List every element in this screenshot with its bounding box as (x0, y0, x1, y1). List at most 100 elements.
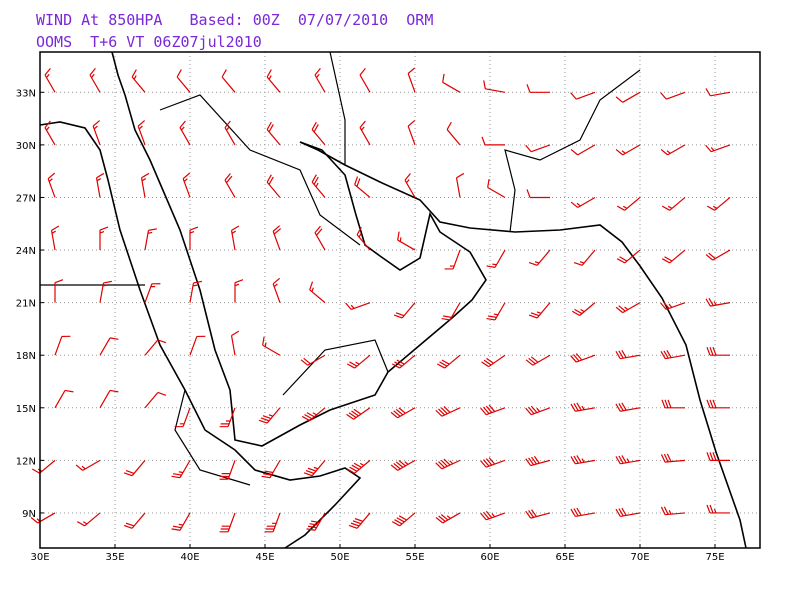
wind-barb (258, 407, 281, 424)
wind-barb (309, 281, 326, 304)
wind-barb (346, 354, 371, 369)
y-tick-label: 33N (16, 88, 36, 99)
wind-barb (487, 178, 506, 198)
x-tick-label: 30E (30, 552, 49, 563)
y-tick-label: 24N (16, 246, 36, 257)
wind-barb (262, 336, 281, 356)
wind-barb (348, 512, 371, 529)
wind-barb (264, 512, 281, 533)
y-tick-label: 12N (16, 456, 36, 467)
border (282, 339, 389, 396)
y-tick-label: 21N (16, 299, 36, 310)
wind-barb (390, 407, 416, 419)
wind-barb (570, 507, 596, 518)
wind-barb (224, 173, 236, 198)
wind-barb (75, 459, 101, 471)
wind-barb (99, 389, 119, 409)
wind-barb (660, 453, 686, 463)
wind-barb (300, 354, 326, 366)
wind-barb (391, 354, 416, 369)
wind-barb (272, 277, 281, 303)
y-tick-label: 15N (16, 404, 36, 415)
borders (40, 51, 641, 486)
wind-barb (660, 301, 686, 311)
wind-barb (435, 458, 461, 470)
wind-barb (137, 120, 146, 146)
coastline (39, 121, 362, 549)
wind-barb (705, 297, 731, 307)
wind-barb (615, 507, 641, 518)
wind-barb (303, 459, 326, 477)
wind-barb (660, 349, 686, 360)
wind-barb (481, 136, 505, 146)
wind-barb (407, 120, 416, 146)
wind-barb (435, 406, 461, 417)
wind-barb (182, 172, 191, 198)
wind-barb (171, 460, 191, 479)
wind-barb (44, 68, 56, 93)
wind-barb (455, 172, 465, 198)
wind-barb (306, 512, 326, 531)
wind-barb (354, 176, 371, 198)
wind-barb (261, 460, 281, 479)
coastline (111, 51, 126, 96)
title-line: OOMS T+6 VT 06Z07jul2010 (36, 33, 262, 51)
wind-barb (525, 509, 551, 519)
wind-barb (266, 69, 281, 93)
wind-barb (570, 91, 596, 100)
wind-barb (615, 302, 641, 314)
wind-barb (230, 330, 240, 356)
wind-barb (525, 405, 551, 416)
coastlines (39, 51, 747, 549)
y-tick-label: 27N (16, 193, 36, 204)
wind-barb (356, 226, 371, 251)
wind-barb (486, 302, 506, 321)
wind-barb (525, 354, 551, 366)
title-line: WIND At 850HPA Based: 00Z 07/07/2010 ORM (36, 11, 433, 29)
wind-barb (391, 512, 416, 527)
wind-barb (525, 455, 551, 467)
grid (39, 52, 760, 548)
wind-barb (234, 279, 244, 303)
wind-barb (272, 225, 282, 251)
wind-barb (706, 197, 731, 211)
wind-barb (436, 354, 461, 369)
border (504, 69, 641, 233)
wind-barb (526, 189, 550, 199)
x-tick-label: 70E (630, 552, 649, 563)
wind-barb (483, 80, 506, 93)
wind-barb (661, 249, 686, 264)
x-tick-label: 60E (480, 552, 499, 563)
wind-barb (219, 460, 236, 480)
wind-barb (526, 84, 550, 93)
wind-barb (359, 120, 371, 146)
wind-barb (219, 512, 236, 533)
wind-barb (314, 225, 326, 251)
wind-barb (345, 302, 371, 311)
wind-barb (486, 249, 506, 268)
wind-barb (570, 353, 596, 363)
wind-barb (407, 67, 416, 93)
wind-barb (311, 174, 326, 198)
x-tick-label: 50E (330, 552, 349, 563)
wind-barb (144, 391, 167, 409)
wind-barb (706, 452, 730, 461)
wind-barb (346, 407, 371, 420)
wind-barb (224, 120, 236, 146)
wind-barbs (30, 67, 731, 533)
wind-barb (441, 302, 461, 321)
wind-barb (131, 69, 146, 93)
coastline (299, 141, 747, 549)
wind-barb (99, 280, 112, 303)
x-tick-label: 65E (555, 552, 574, 563)
wind-barb (221, 69, 236, 93)
wind-barb (390, 459, 416, 471)
x-tick-label: 75E (705, 552, 724, 563)
border (174, 389, 251, 486)
wind-barb (346, 459, 371, 474)
border (159, 94, 361, 246)
wind-barb (442, 73, 461, 93)
wind-barb (176, 69, 191, 93)
wind-barb (404, 173, 416, 198)
